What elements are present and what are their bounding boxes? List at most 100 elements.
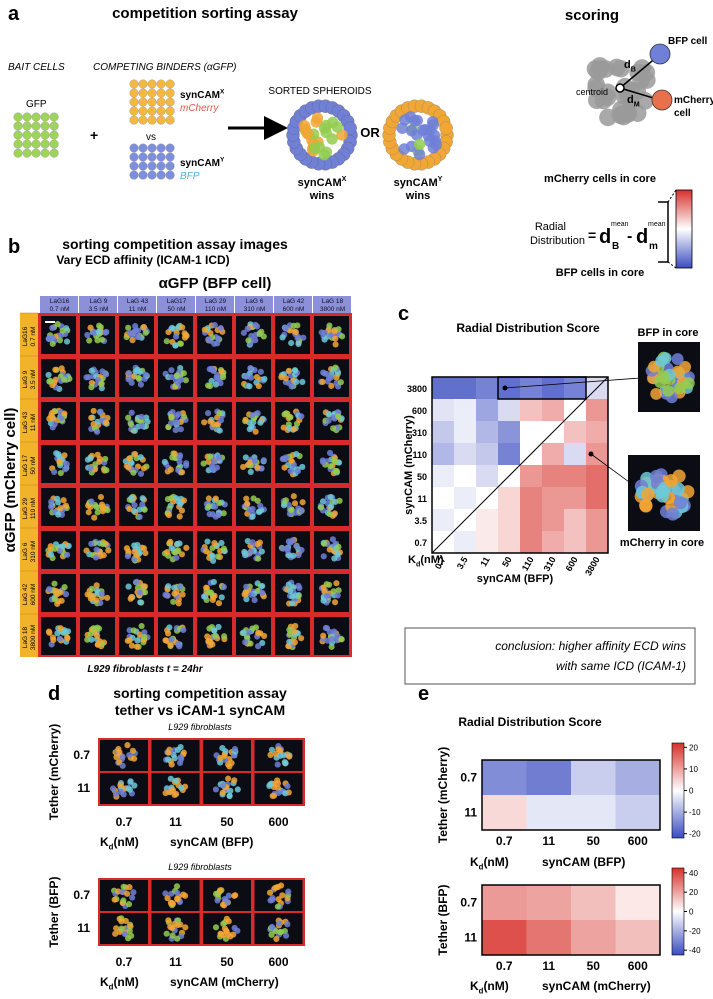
cell bbox=[176, 583, 184, 590]
label: 50 bbox=[220, 815, 234, 829]
label: wins bbox=[405, 190, 430, 202]
column-header bbox=[196, 296, 234, 313]
cell bbox=[650, 387, 663, 400]
cell bbox=[288, 383, 295, 390]
heatmap-cell bbox=[476, 509, 498, 531]
cell bbox=[62, 591, 70, 598]
cell bbox=[129, 115, 139, 125]
cell bbox=[249, 513, 256, 520]
heatmap-cell bbox=[586, 531, 608, 553]
cell bbox=[587, 75, 606, 94]
label: LaG 9 bbox=[22, 370, 29, 388]
label: 310 nM bbox=[30, 541, 37, 563]
cell bbox=[132, 450, 139, 458]
label: Radial Distribution Score bbox=[458, 715, 602, 729]
cell bbox=[209, 545, 216, 552]
cell bbox=[298, 546, 305, 554]
label: LaG 29 bbox=[205, 298, 227, 305]
column-header bbox=[235, 296, 273, 313]
cell bbox=[164, 895, 171, 902]
cell bbox=[156, 79, 166, 89]
colorbar bbox=[671, 742, 685, 839]
cell bbox=[299, 463, 306, 471]
label: BAIT CELLS bbox=[8, 62, 65, 73]
y-tick-label: 310 bbox=[412, 428, 427, 438]
cell bbox=[171, 590, 178, 597]
cell bbox=[331, 328, 338, 335]
cell bbox=[261, 375, 268, 383]
label: 11 bbox=[77, 781, 90, 795]
cell bbox=[168, 367, 175, 374]
cell bbox=[54, 630, 61, 637]
cell bbox=[133, 552, 140, 559]
label: 110 nM bbox=[205, 306, 226, 313]
cell bbox=[170, 498, 177, 505]
cell bbox=[182, 377, 189, 384]
cell bbox=[119, 762, 126, 769]
heatmap-border bbox=[481, 884, 661, 956]
cell bbox=[139, 501, 146, 508]
cell bbox=[655, 355, 668, 367]
cell bbox=[212, 381, 219, 388]
y-tick-label: 0.7 bbox=[460, 771, 477, 785]
cell bbox=[255, 382, 262, 390]
cell bbox=[129, 161, 139, 171]
cell bbox=[293, 378, 300, 385]
cell bbox=[274, 761, 281, 768]
cell bbox=[172, 342, 179, 349]
cell bbox=[639, 498, 653, 512]
cell bbox=[131, 782, 138, 789]
cell bbox=[136, 589, 143, 596]
heatmap-cell bbox=[526, 760, 571, 795]
label: 11 bbox=[169, 815, 182, 829]
label: 310 nM bbox=[244, 306, 266, 313]
cell bbox=[207, 639, 214, 646]
heatmap-cell bbox=[520, 487, 542, 509]
cell bbox=[98, 380, 105, 387]
cell bbox=[147, 88, 157, 98]
cell bbox=[234, 786, 241, 793]
cell bbox=[90, 421, 97, 428]
cell bbox=[165, 88, 175, 98]
cell bbox=[31, 148, 41, 158]
cell bbox=[209, 596, 216, 604]
label: mCherry bbox=[180, 103, 219, 114]
cell bbox=[328, 503, 335, 510]
cell bbox=[60, 543, 67, 550]
cell bbox=[308, 142, 321, 154]
cell bbox=[275, 789, 282, 796]
cell bbox=[167, 538, 174, 545]
cell bbox=[178, 551, 186, 558]
x-tick-label: 50 bbox=[500, 555, 514, 569]
heatmap-cell bbox=[520, 509, 542, 531]
cell bbox=[97, 408, 104, 415]
heatmap-cell bbox=[586, 487, 608, 509]
cell bbox=[179, 591, 186, 598]
cell bbox=[281, 758, 288, 766]
cell bbox=[287, 587, 294, 595]
label: c bbox=[398, 303, 409, 325]
diagonal bbox=[431, 376, 609, 554]
cell bbox=[40, 121, 50, 131]
cell bbox=[174, 889, 181, 897]
label: e bbox=[418, 683, 429, 705]
cell bbox=[243, 495, 250, 502]
cell bbox=[49, 324, 56, 331]
label: LaG17 bbox=[167, 298, 187, 305]
cell bbox=[57, 625, 64, 632]
cell bbox=[84, 331, 91, 339]
cell bbox=[142, 329, 149, 336]
label: Kd(nM) bbox=[470, 855, 509, 872]
cell bbox=[165, 170, 175, 180]
cell bbox=[138, 79, 148, 89]
label: LaG 6 bbox=[246, 298, 264, 305]
cell bbox=[171, 920, 178, 927]
cell bbox=[128, 494, 135, 501]
y-tick-label: 11 bbox=[464, 806, 477, 820]
heatmap-cell bbox=[454, 399, 476, 421]
cell bbox=[319, 378, 326, 385]
heatmap-cell bbox=[564, 531, 586, 553]
cell bbox=[180, 891, 187, 898]
cell bbox=[220, 583, 227, 591]
cell bbox=[273, 935, 280, 943]
